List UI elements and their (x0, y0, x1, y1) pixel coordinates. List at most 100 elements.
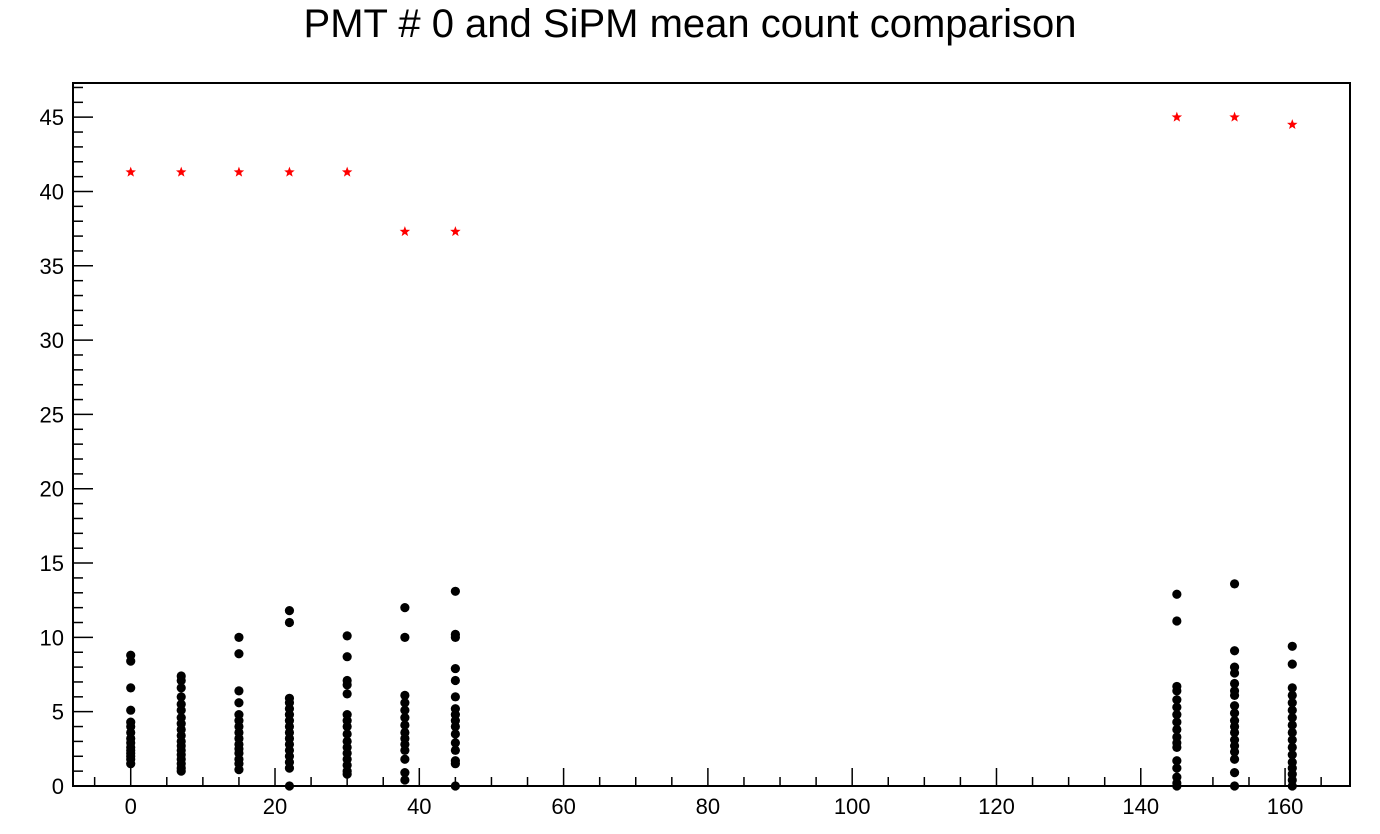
dot-point (1287, 727, 1297, 738)
star-point (341, 166, 353, 177)
y-tick-label: 40 (40, 179, 64, 204)
y-tick-label: 10 (40, 625, 64, 650)
dot-point (234, 649, 244, 659)
dot-point (450, 586, 460, 596)
chart-title: PMT # 0 and SiPM mean count comparison (303, 2, 1077, 46)
star-point (450, 226, 461, 237)
dot-point (450, 692, 460, 702)
dot-point (450, 745, 460, 755)
dot-point (126, 705, 136, 715)
x-tick-label: 0 (125, 794, 137, 819)
dot-point (284, 606, 295, 616)
dot-point (342, 721, 352, 732)
star-point (1171, 111, 1183, 122)
y-tick-labels: 0 5 10 15 20 25 30 35 40 45 (40, 105, 64, 799)
dot-point (1172, 742, 1182, 752)
y-tick-label: 25 (40, 402, 64, 427)
dot-point (176, 705, 186, 715)
x-tick-label: 20 (263, 794, 287, 819)
dot-point (284, 781, 295, 791)
dot-point (1287, 659, 1297, 669)
dot-point (450, 738, 460, 748)
y-tick-label: 5 (52, 700, 64, 725)
dot-point (1229, 747, 1240, 757)
y-tick-label: 45 (40, 105, 64, 130)
dot-point (1172, 616, 1182, 626)
dot-point (450, 663, 460, 674)
y-tick-label: 0 (52, 774, 64, 799)
dot-point (126, 759, 136, 769)
dot-point (400, 745, 410, 755)
dot-point (176, 675, 186, 686)
star-point (1229, 111, 1240, 122)
dot-point (1229, 727, 1240, 738)
y-tick-label: 20 (40, 477, 64, 502)
x-tick-label: 160 (1267, 794, 1304, 819)
dot-point (1287, 641, 1297, 651)
dot-point (1287, 683, 1297, 693)
dot-point (1172, 702, 1182, 712)
dot-point (1229, 754, 1240, 764)
dot-point (234, 765, 244, 775)
dot-point (1172, 695, 1182, 705)
dot-point (1172, 717, 1182, 727)
y-tick-label: 30 (40, 328, 64, 353)
y-tick-label: 35 (40, 254, 64, 279)
dot-point (450, 729, 460, 739)
dot-point (450, 632, 460, 642)
dot-point (1287, 742, 1297, 752)
x-tick-label: 100 (834, 794, 871, 819)
dot-point (1287, 720, 1297, 730)
dot-point (400, 632, 410, 642)
dot-point (1229, 668, 1240, 678)
x-tick-label: 120 (978, 794, 1015, 819)
dot-point (400, 775, 410, 785)
dot-point (1229, 768, 1240, 778)
dot-point (1229, 678, 1240, 689)
dot-point (342, 680, 352, 690)
dot-point (400, 698, 410, 708)
dot-series (126, 579, 1297, 791)
y-tick-label: 15 (40, 551, 64, 576)
plot-frame (72, 82, 1351, 787)
dot-point (1172, 756, 1182, 766)
dot-point (1172, 686, 1182, 696)
dot-point (1172, 781, 1182, 791)
dot-point (1172, 589, 1182, 599)
x-tick-label: 60 (551, 794, 575, 819)
x-tick-label: 80 (696, 794, 720, 819)
dot-point (1287, 698, 1297, 708)
dot-point (400, 754, 410, 764)
dot-point (1229, 708, 1240, 718)
x-tick-label: 140 (1122, 794, 1159, 819)
dot-point (1287, 750, 1297, 760)
dot-point (176, 683, 186, 693)
dot-point (1229, 781, 1240, 791)
dot-point (342, 689, 352, 699)
x-tick-labels: 0 20 40 60 80 100 120 140 160 (125, 794, 1304, 819)
dot-point (450, 721, 460, 732)
dot-point (126, 683, 136, 693)
star-point (233, 166, 245, 177)
dot-point (450, 675, 460, 686)
dot-point (1287, 735, 1297, 745)
dot-point (1287, 690, 1297, 700)
dot-point (284, 763, 295, 773)
dot-point (400, 768, 410, 778)
star-point (1287, 119, 1298, 130)
star-point (125, 166, 136, 177)
dot-point (400, 690, 410, 700)
dot-point (1229, 579, 1240, 589)
dot-point (342, 631, 352, 641)
dot-point (400, 705, 410, 715)
dot-point (1287, 781, 1297, 791)
dot-point (400, 713, 410, 723)
dot-point (1287, 713, 1297, 723)
dot-point (234, 698, 244, 708)
dot-point (126, 656, 136, 666)
dot-point (234, 686, 244, 696)
dot-point (284, 617, 295, 628)
dot-point (1287, 705, 1297, 715)
dot-point (342, 652, 352, 662)
